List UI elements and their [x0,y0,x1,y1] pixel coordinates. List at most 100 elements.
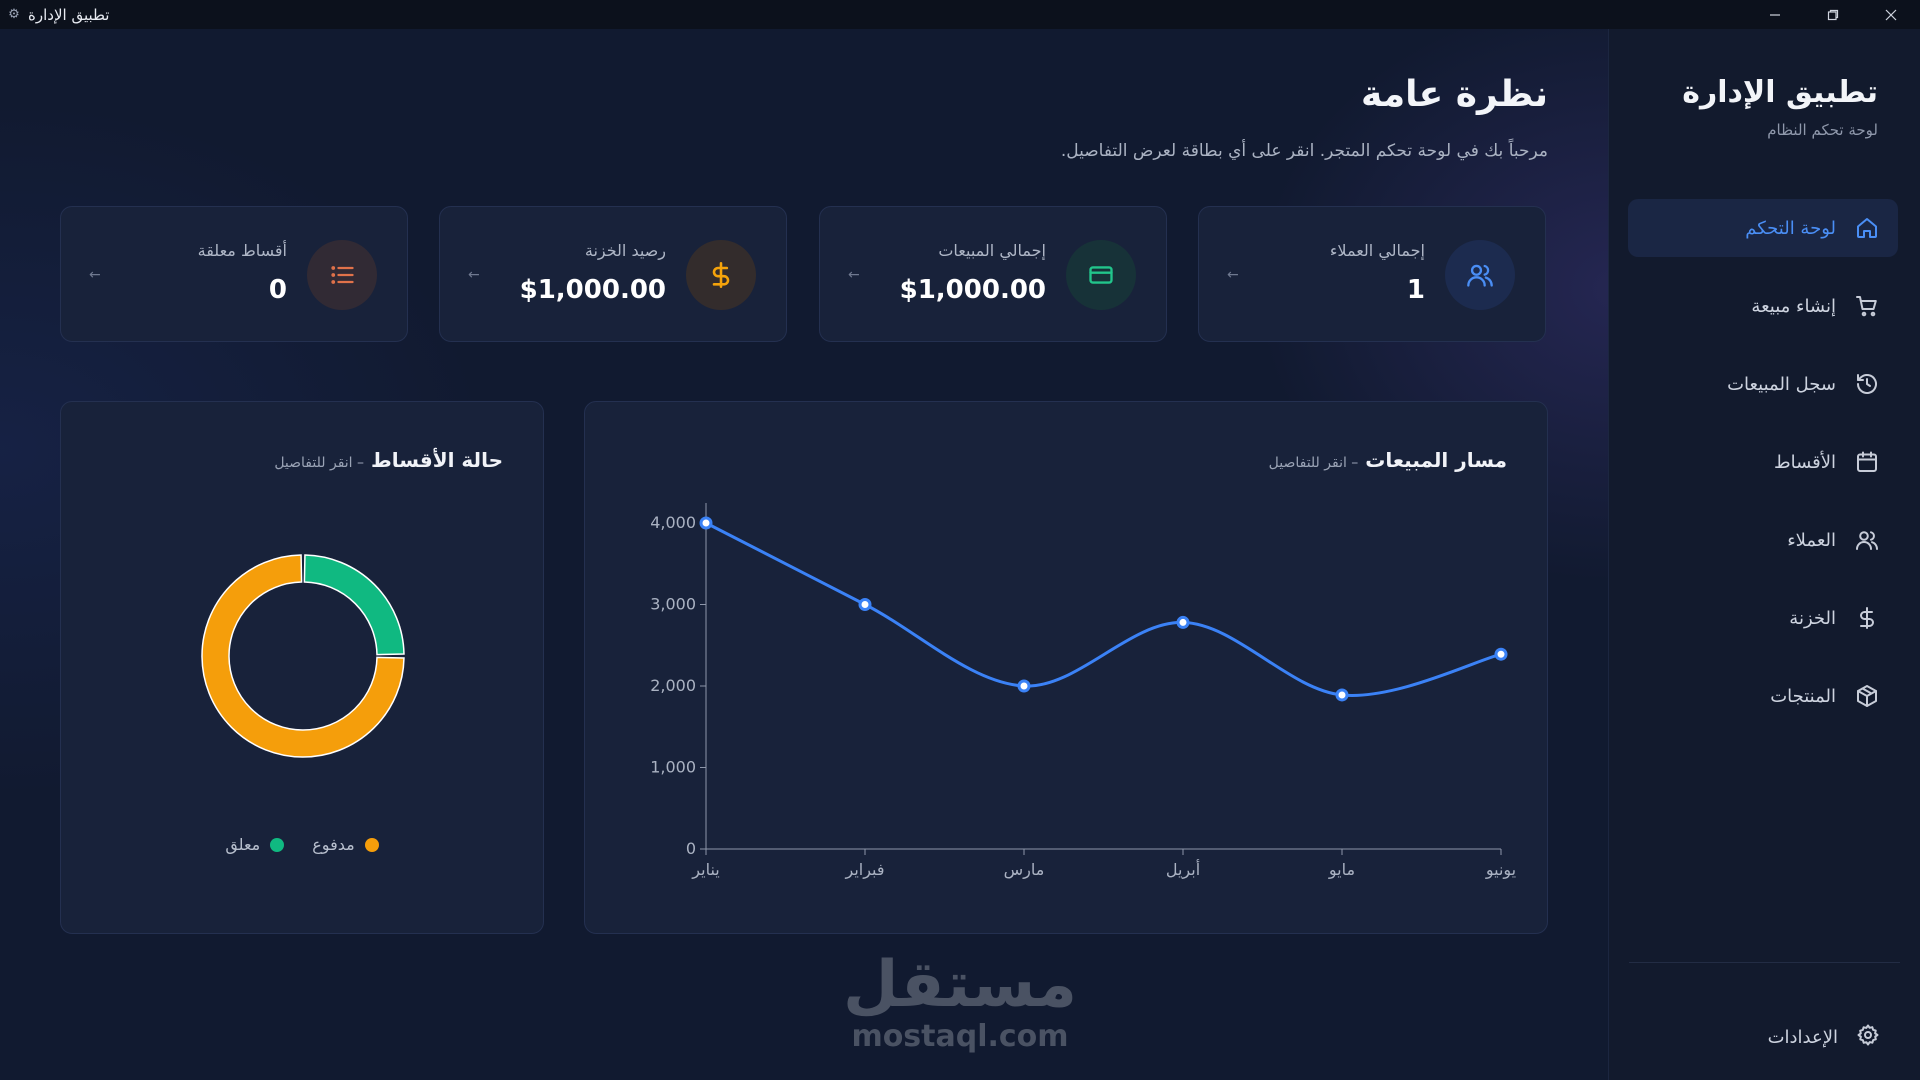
sidebar-item-products[interactable]: المنتجات [1628,667,1898,725]
users-icon [1445,240,1515,310]
window-title: تطبيق الإدارة [28,5,110,24]
x-tick-label: مايو [1328,860,1355,880]
home-icon [1854,215,1880,241]
arrow-left-icon: ← [468,267,480,283]
list-icon [307,240,377,310]
close-button[interactable] [1862,0,1920,29]
brand-title: تطبيق الإدارة [1682,75,1878,110]
sidebar-item-sales-history[interactable]: سجل المبيعات [1628,355,1898,413]
sidebar-item-label: إنشاء مبيعة [1751,295,1836,317]
dollar-icon [1854,605,1880,631]
sidebar-item-settings[interactable]: الإعدادات [1628,1009,1898,1065]
panel-title: حالة الأقساط – انقر للتفاصيل [274,448,503,472]
data-point [1494,647,1508,661]
card-icon [1066,240,1136,310]
restore-icon [1827,9,1839,20]
legend-dot [270,837,285,852]
arrow-left-icon: ← [1227,267,1239,283]
sidebar-item-label: الخزنة [1789,607,1836,629]
box-icon [1854,683,1880,709]
calendar-icon [1854,449,1880,475]
cart-icon [1854,293,1880,319]
arrow-left-icon: ← [89,267,101,283]
treasury-balance-card[interactable]: رصيد الخزنة $1,000.00 ← [439,206,787,342]
watermark-arabic: مستقل [842,948,1078,1022]
legend-dot [364,837,379,852]
total-sales-card[interactable]: إجمالي المبيعات $1,000.00 ← [819,206,1167,342]
sidebar-item-installments[interactable]: الأقساط [1628,433,1898,491]
donut-slice [201,554,405,758]
panel-hint: – انقر للتفاصيل [274,455,365,471]
minimize-icon [1770,13,1780,16]
panel-title-text: مسار المبيعات [1365,448,1507,472]
card-value: 0 [268,275,287,305]
card-label: إجمالي المبيعات [938,241,1046,260]
page-title: نظرة عامة [1361,74,1548,115]
x-tick-label: أبريل [1166,859,1200,880]
sales-trend-panel[interactable]: مسار المبيعات – انقر للتفاصيل 0 1,000 2,00… [584,401,1548,934]
sidebar-item-dashboard[interactable]: لوحة التحكم [1628,199,1898,257]
history-icon [1854,371,1880,397]
card-value: $1,000.00 [899,275,1046,305]
dollar-icon [686,240,756,310]
watermark-logo: مستقل mostaql.com [840,950,1080,1054]
y-tick-label: 0 [686,839,696,858]
donut-slice [303,554,405,656]
sidebar-nav: لوحة التحكم إنشاء مبيعة سجل المبيعات الأ… [1628,199,1898,745]
brand-subtitle: لوحة تحكم النظام [1767,121,1878,139]
legend-item-paid: مدفوع [312,835,379,854]
panel-title-text: حالة الأقساط [370,448,503,472]
data-point [1335,688,1349,702]
donut-legend: معلق مدفوع [61,835,543,854]
pending-installments-card[interactable]: أقساط معلقة 0 ← [60,206,408,342]
y-tick-label: 3,000 [650,595,696,614]
y-tick-label: 1,000 [650,758,696,777]
sales-line-chart: 0 1,000 2,000 3,000 4,000 يناير فبراير مارس أبري… [650,503,1516,880]
x-tick-label: يناير [691,860,719,880]
panel-title: مسار المبيعات – انقر للتفاصيل [1269,448,1507,472]
data-point [1017,679,1031,693]
sidebar-item-label: لوحة التحكم [1745,217,1836,239]
users-icon [1854,527,1880,553]
x-tick-label: مارس [1004,860,1045,880]
arrow-left-icon: ← [848,267,860,283]
card-label: إجمالي العملاء [1329,241,1425,260]
installments-donut-chart [201,554,405,758]
total-customers-card[interactable]: إجمالي العملاء 1 ← [1198,206,1546,342]
sidebar-item-create-sale[interactable]: إنشاء مبيعة [1628,277,1898,335]
sales-series-line [705,521,1502,697]
y-tick-label: 2,000 [650,676,696,695]
sidebar-item-label: الأقساط [1773,451,1836,473]
y-tick-label: 4,000 [650,513,696,532]
restore-button[interactable] [1804,0,1862,29]
card-value: 1 [1406,275,1425,305]
sidebar-item-label: المنتجات [1770,685,1836,707]
legend-label: معلق [225,835,261,854]
watermark-latin: mostaql.com [851,1019,1069,1054]
gear-icon: ⚙ [8,6,20,22]
sidebar-item-customers[interactable]: العملاء [1628,511,1898,569]
sidebar-item-label: الإعدادات [1767,1026,1838,1048]
card-value: $1,000.00 [519,275,666,305]
page-subtitle: مرحباً بك في لوحة تحكم المتجر. انقر على … [1060,141,1548,161]
gear-icon [1856,1023,1880,1051]
sidebar: تطبيق الإدارة لوحة تحكم النظام لوحة التح… [1608,29,1920,1080]
x-tick-label: فبراير [844,860,884,880]
card-label: رصيد الخزنة [584,241,666,260]
minimize-button[interactable] [1746,0,1804,29]
legend-item-pending: معلق [225,835,285,854]
sidebar-item-label: سجل المبيعات [1727,373,1836,395]
installments-status-panel[interactable]: حالة الأقساط – انقر للتفاصيل معلق مدفوع [60,401,544,934]
title-bar: ⚙ تطبيق الإدارة [0,0,1920,29]
data-point [1176,615,1190,629]
legend-label: مدفوع [312,835,355,854]
panel-hint: – انقر للتفاصيل [1268,455,1359,471]
sidebar-divider [1629,962,1900,963]
window-controls [1746,0,1920,29]
close-icon [1885,9,1897,20]
sidebar-item-treasury[interactable]: الخزنة [1628,589,1898,647]
card-label: أقساط معلقة [197,241,287,260]
data-point [699,516,713,530]
x-tick-label: يونيو [1485,860,1516,880]
sidebar-item-label: العملاء [1787,529,1836,551]
